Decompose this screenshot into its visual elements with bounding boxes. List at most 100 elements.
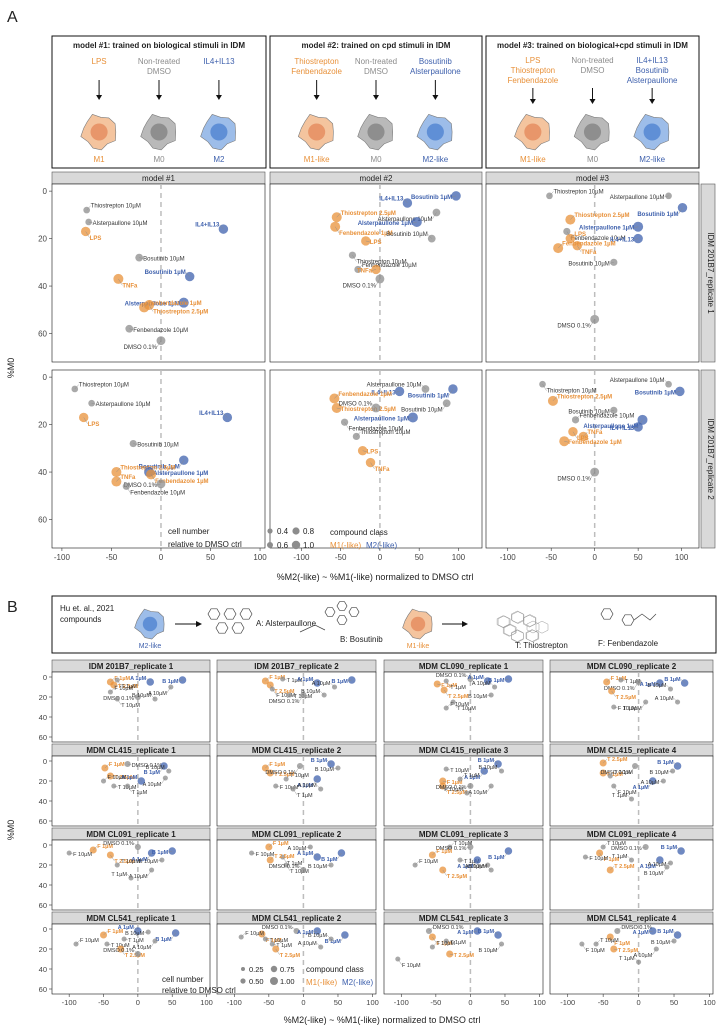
data-label: A 1µM xyxy=(633,930,650,936)
stimulus-right-2: Bosutinib xyxy=(636,66,669,75)
data-label: B 1µM xyxy=(478,929,495,935)
legend-size-swatch xyxy=(270,977,278,985)
data-label: B 10µM xyxy=(308,933,327,939)
legend-size-title: cell number xyxy=(162,975,204,984)
stimulus-center-2: DMSO xyxy=(364,67,388,76)
label-leader-line xyxy=(408,417,413,419)
facet-panel-frame xyxy=(549,755,714,827)
data-label: Thiostrepton 2.5µM xyxy=(341,211,396,217)
data-label: Thiostrepton 10µM xyxy=(553,189,603,195)
facet-title: MDM CL091_replicate 1 xyxy=(86,830,176,839)
x-tick-label: 100 xyxy=(675,553,689,562)
label-leader-line xyxy=(133,842,139,848)
data-label: T 2.5µM xyxy=(454,953,475,959)
x-tick-label: 0 xyxy=(378,553,383,562)
label-leader-line xyxy=(69,852,74,855)
label-leader-line xyxy=(320,690,325,696)
x-tick-label: -100 xyxy=(394,998,409,1007)
label-leader-line xyxy=(504,850,509,858)
data-label: T 2.5µM xyxy=(274,689,295,695)
data-label: F 1µM xyxy=(269,675,285,681)
ring-shape xyxy=(511,629,524,642)
data-label: Thiostrepton 2.5µM xyxy=(341,407,396,413)
label-leader-line xyxy=(133,443,138,445)
data-label: F 1µM xyxy=(436,941,452,947)
y-tick-label: 60 xyxy=(38,516,47,525)
label-leader-line xyxy=(144,931,149,934)
label-leader-line xyxy=(270,772,275,775)
data-label: A 10µM xyxy=(132,945,151,951)
label-leader-line xyxy=(421,384,426,390)
data-point xyxy=(677,203,688,213)
data-label: DMSO 0.1% xyxy=(436,673,467,679)
stimulus-center-2: DMSO xyxy=(147,67,171,76)
data-label: Fenbendazole 1µM xyxy=(339,231,392,237)
label-leader-line xyxy=(139,257,144,259)
label-leader-line xyxy=(275,785,280,788)
data-label: Bosutinib 10µM xyxy=(137,443,178,449)
legend-size-value: 1.00 xyxy=(280,977,295,986)
data-label: Bosutinib 1µM xyxy=(408,393,449,399)
data-label: F 10µM xyxy=(114,686,133,692)
facet-column-title: model #2 xyxy=(360,174,393,183)
macrophage-right-icon xyxy=(633,113,670,151)
label-leader-line xyxy=(370,462,375,470)
data-label: LPS xyxy=(88,422,100,428)
y-tick-label: 40 xyxy=(39,965,47,974)
x-tick-label: -50 xyxy=(335,553,347,562)
data-label: B 10µM xyxy=(125,931,144,937)
ring-shape xyxy=(324,607,336,617)
data-label: DMSO 0.1% xyxy=(604,686,635,692)
label-leader-line xyxy=(504,678,509,681)
facet-panel-frame xyxy=(383,755,544,827)
x-tick-label: -100 xyxy=(500,553,517,562)
macrophage-state-label: M1 xyxy=(94,155,106,164)
data-label: B 10µM xyxy=(647,683,666,689)
legend-size-subtitle: relative to DMSO ctrl xyxy=(162,986,236,995)
facet-title: IDM 201B7_replicate 2 xyxy=(254,662,339,671)
data-point xyxy=(633,233,643,244)
data-label: Fenbendazole 10µM xyxy=(130,491,185,497)
label-leader-line xyxy=(129,328,134,330)
data-label: DMSO 0.1% xyxy=(132,763,163,769)
label-leader-line xyxy=(583,431,588,437)
data-label: B 10µM xyxy=(146,765,165,771)
data-point xyxy=(633,422,643,432)
data-label: F 1µM xyxy=(97,844,113,850)
x-tick-label: 100 xyxy=(703,998,716,1007)
data-label: Thiostrepton 10µM xyxy=(91,204,141,210)
label-leader-line xyxy=(442,785,447,793)
data-label: A 10µM xyxy=(472,681,491,687)
label-leader-line xyxy=(147,852,152,860)
data-label: T 10µM xyxy=(457,706,476,712)
arrow-head-icon xyxy=(215,95,222,100)
fenbendazole-structure-icon xyxy=(600,608,657,626)
legend-size-subtitle: relative to DMSO ctrl xyxy=(168,540,242,549)
data-label: T 2.5µM xyxy=(448,694,469,700)
x-tick-label: 100 xyxy=(533,998,546,1007)
y-tick-label: 20 xyxy=(39,861,47,870)
data-label: A 10µM xyxy=(298,783,317,789)
label-leader-line xyxy=(265,938,270,941)
data-label: A 10µM xyxy=(143,782,162,788)
data-label: T 1µM xyxy=(287,678,303,684)
data-label: F 1µM xyxy=(447,780,463,786)
label-leader-line xyxy=(103,776,108,782)
label-leader-line xyxy=(126,873,132,879)
data-label: Bosutinib 1µM xyxy=(411,195,452,201)
x-tick-label: 100 xyxy=(200,998,213,1007)
label-leader-line xyxy=(437,683,442,686)
label-leader-line xyxy=(275,948,280,956)
stimulus-right: Bosutinib xyxy=(419,57,452,66)
stimulus-left-2: Thiostrepton xyxy=(511,66,555,75)
data-point xyxy=(596,849,604,857)
y-tick-label: 0 xyxy=(43,673,47,682)
label-leader-line xyxy=(611,690,616,698)
label-leader-line xyxy=(313,852,318,858)
cell-nucleus xyxy=(426,123,444,141)
arrow-head-icon xyxy=(96,95,103,100)
label-leader-line xyxy=(652,948,657,956)
label-leader-line xyxy=(357,264,363,270)
